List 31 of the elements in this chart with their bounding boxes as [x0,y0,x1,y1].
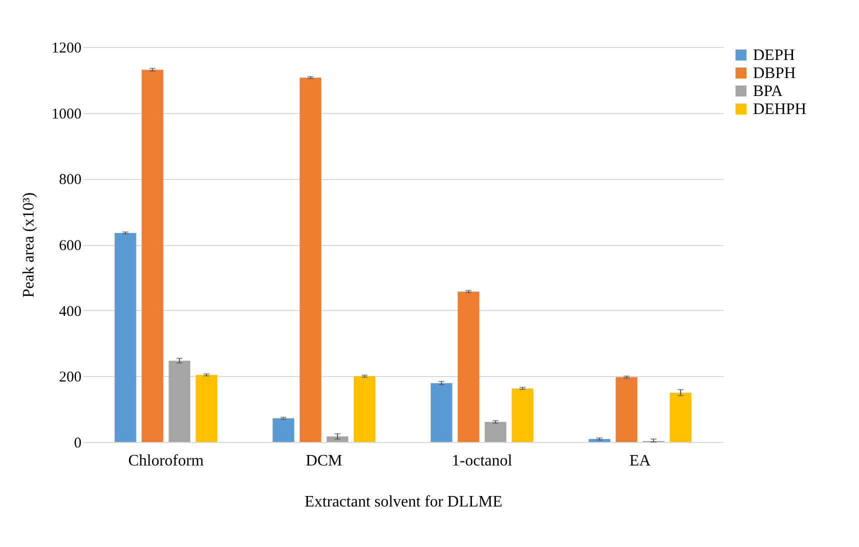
bar [512,388,534,442]
y-tick-label: 600 [59,238,82,254]
bar [168,360,190,442]
y-tick-label: 400 [59,304,82,320]
bar [196,374,218,442]
x-axis-title: Extractant solvent for DLLME [304,494,502,510]
bar [616,377,638,442]
legend-label: DBPH [753,65,796,82]
x-tick-label: DCM [306,452,342,470]
x-tick-label: Chloroform [128,452,204,470]
bar [114,232,136,442]
y-tick-label: 1200 [52,40,82,56]
x-tick-label: 1-octanol [452,452,513,470]
y-tick-label: 800 [59,172,82,188]
bar [354,376,376,442]
x-tick-label: EA [629,452,652,470]
bar [484,422,506,442]
legend-label: DEPH [753,47,796,64]
bar [326,436,348,442]
bar [142,70,164,442]
y-tick-label: 1000 [52,106,82,122]
y-tick-label: 200 [59,370,82,386]
legend-label: DEHPH [753,101,807,118]
bar [430,383,452,442]
y-tick-label: 0 [74,436,82,452]
y-axis-title: Peak area (x10³) [20,192,38,298]
bar [300,78,322,442]
bar [272,418,294,442]
bar [458,292,480,442]
legend-label: BPA [753,83,784,100]
bar [670,392,692,442]
